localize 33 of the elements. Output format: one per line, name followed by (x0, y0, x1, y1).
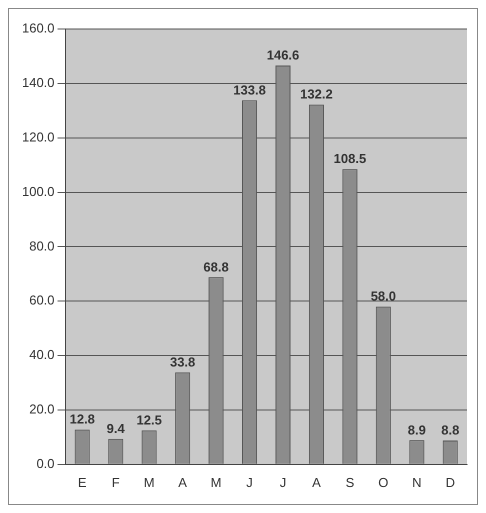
y-tick-label: 20.0 (29, 402, 55, 417)
y-tick-label: 160.0 (22, 20, 55, 36)
data-label: 12.5 (136, 412, 162, 428)
x-tick-label: N (412, 474, 422, 490)
x-tick-label: E (78, 474, 87, 490)
data-label: 133.8 (233, 82, 266, 98)
x-tick-label: F (112, 474, 120, 490)
data-label: 132.2 (300, 86, 333, 102)
y-tick-label: 120.0 (22, 129, 55, 144)
x-tick-label: A (178, 474, 188, 490)
y-tick-label: 140.0 (22, 75, 55, 90)
y-tick-label: 80.0 (29, 238, 55, 254)
x-tick-label: M (210, 474, 222, 490)
x-tick-label: A (312, 474, 322, 490)
y-tick-label: 0.0 (36, 456, 55, 471)
y-tick-label: 40.0 (29, 347, 55, 362)
x-tick-label: S (346, 474, 355, 490)
x-tick-label: J (280, 474, 286, 490)
data-label: 9.4 (106, 420, 126, 436)
x-tick-label: J (246, 474, 253, 490)
x-tick-label: O (378, 474, 388, 490)
x-tick-label: M (144, 474, 155, 490)
data-label: 108.5 (334, 151, 366, 166)
data-label: 68.8 (203, 259, 229, 274)
data-label: 8.8 (441, 422, 460, 438)
data-label: 58.0 (370, 288, 396, 304)
data-label: 33.8 (170, 354, 196, 370)
y-tick-label: 100.0 (22, 184, 55, 199)
data-label: 8.9 (408, 422, 426, 438)
data-label: 146.6 (266, 48, 300, 63)
data-label: 12.8 (70, 412, 95, 427)
y-tick-label: 60.0 (29, 292, 55, 308)
x-tick-label: D (446, 474, 455, 490)
